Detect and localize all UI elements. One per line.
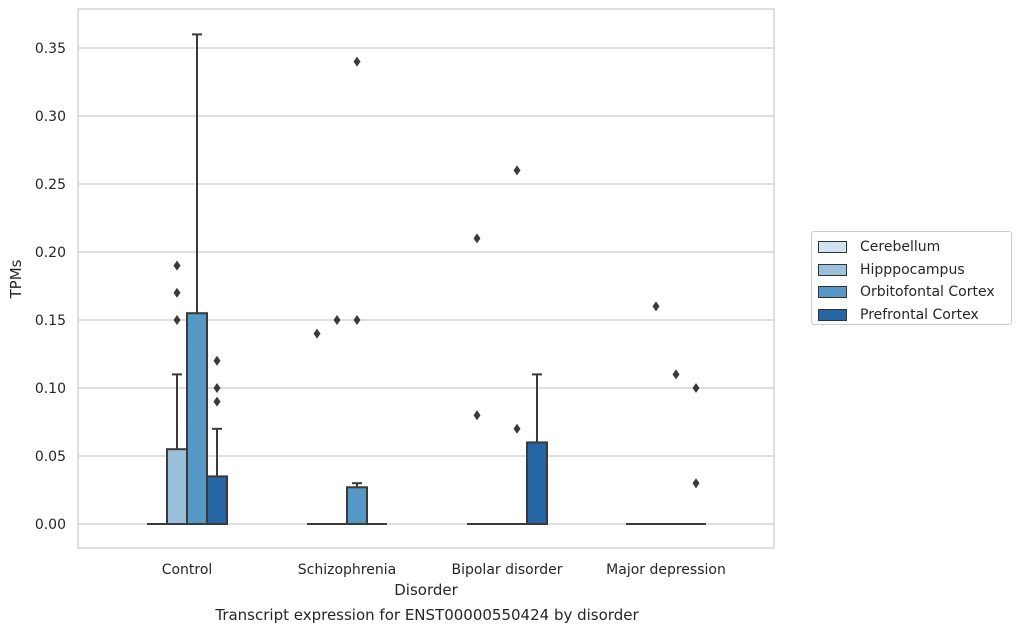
outlier-point bbox=[473, 233, 481, 244]
legend-item: Hipppocampus bbox=[818, 259, 1011, 282]
box-3-2 bbox=[526, 373, 548, 525]
outlier-point bbox=[473, 410, 481, 421]
box-body bbox=[526, 441, 548, 525]
legend-swatch bbox=[818, 308, 847, 321]
y-tick-label: 0.35 bbox=[35, 41, 66, 57]
box-body bbox=[346, 486, 368, 525]
outlier-point bbox=[513, 423, 521, 434]
x-tick-label: Control bbox=[162, 562, 213, 578]
x-tick-label: Bipolar disorder bbox=[451, 562, 562, 578]
outlier-point bbox=[513, 165, 521, 176]
y-tick-label: 0.30 bbox=[35, 109, 66, 125]
legend-label: Orbitofontal Cortex bbox=[860, 284, 995, 301]
y-tick-label: 0.00 bbox=[35, 517, 66, 533]
x-tick-label: Major depression bbox=[606, 562, 726, 578]
box-3-0 bbox=[206, 427, 228, 525]
outlier-point bbox=[313, 328, 321, 339]
outlier-point bbox=[692, 478, 700, 489]
y-tick-label: 0.10 bbox=[35, 381, 66, 397]
box-1-0 bbox=[166, 373, 188, 526]
legend-label: Prefrontal Cortex bbox=[860, 306, 979, 323]
y-axis-title: TPMs bbox=[7, 259, 25, 299]
legend-swatch bbox=[818, 241, 847, 254]
legend-label: Hipppocampus bbox=[860, 261, 965, 278]
outlier-point bbox=[173, 260, 181, 271]
outlier-point bbox=[213, 383, 221, 393]
y-tick-label: 0.20 bbox=[35, 245, 66, 261]
plot-frame bbox=[77, 8, 775, 549]
legend-item: Cerebellum bbox=[818, 236, 1011, 259]
outlier-point bbox=[672, 369, 680, 380]
legend-item: Prefrontal Cortex bbox=[818, 304, 1011, 327]
box-2-0 bbox=[186, 33, 208, 526]
outliers-layer bbox=[173, 56, 700, 489]
outlier-point bbox=[173, 287, 181, 298]
legend-swatch bbox=[818, 263, 847, 276]
figure-caption: Transcript expression for ENST0000055042… bbox=[215, 606, 639, 624]
x-axis-title: Disorder bbox=[394, 581, 458, 599]
outlier-point bbox=[353, 56, 361, 67]
legend: Cerebellum Hipppocampus Orbitofontal Corte… bbox=[811, 231, 1012, 325]
boxes-layer bbox=[147, 33, 706, 526]
x-tick-label: Schizophrenia bbox=[298, 562, 396, 578]
y-tick-label: 0.05 bbox=[35, 449, 66, 465]
legend-swatch bbox=[818, 286, 847, 299]
box-body bbox=[186, 312, 208, 526]
outlier-point bbox=[333, 315, 341, 325]
x-tick-labels: Control Schizophrenia Bipolar disorder Majo… bbox=[162, 562, 726, 578]
outlier-point bbox=[652, 301, 660, 312]
outlier-point bbox=[173, 315, 181, 325]
outlier-point bbox=[213, 355, 221, 366]
y-tick-labels: 0.00 0.05 0.10 0.15 0.20 0.25 0.30 0.35 bbox=[35, 41, 66, 533]
outlier-point bbox=[213, 396, 221, 407]
box-2-1 bbox=[346, 482, 368, 525]
y-tick-label: 0.25 bbox=[35, 177, 66, 193]
box-body bbox=[206, 475, 228, 525]
legend-item: Orbitofontal Cortex bbox=[818, 281, 1011, 304]
legend-label: Cerebellum bbox=[860, 239, 941, 256]
outlier-point bbox=[692, 383, 700, 393]
box-body bbox=[166, 448, 188, 526]
outlier-point bbox=[353, 315, 361, 325]
y-tick-label: 0.15 bbox=[35, 313, 66, 329]
